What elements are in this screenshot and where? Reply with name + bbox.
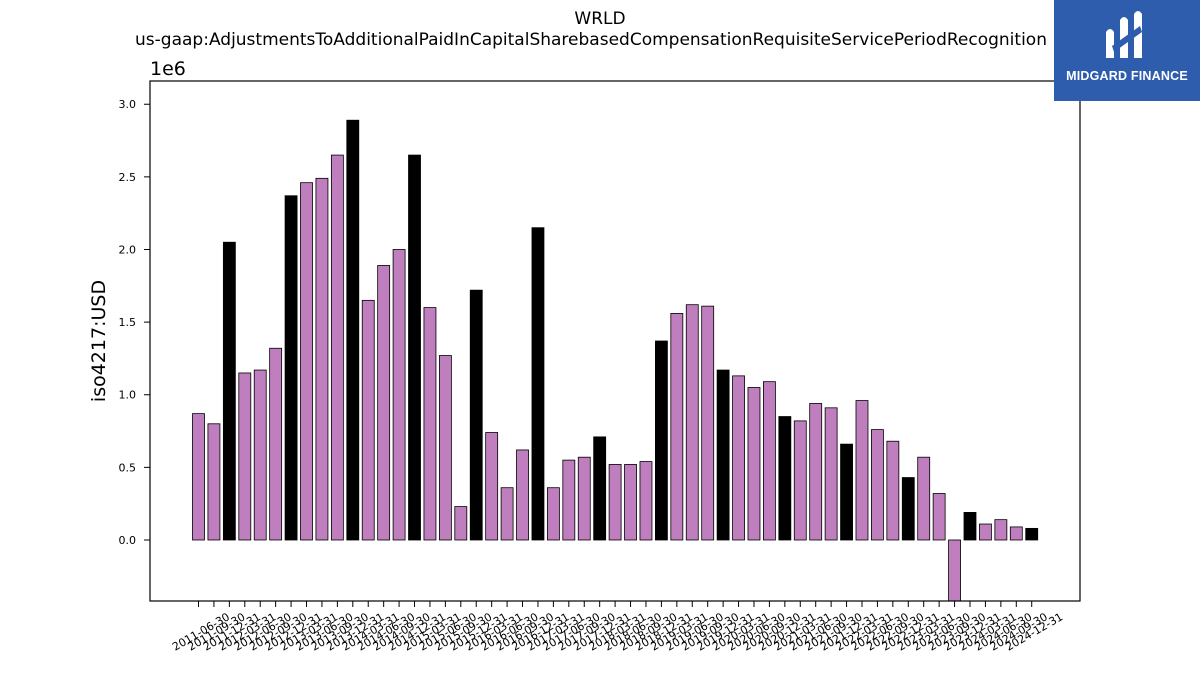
bar-2019-03-31 — [670, 312, 684, 541]
y-tick-label: 2.0 — [119, 243, 137, 256]
bar-2018-09-30 — [639, 461, 653, 541]
chart-title: WRLD — [574, 9, 626, 29]
bar-2013-06-30 — [315, 177, 329, 541]
y-tick-label: 2.5 — [119, 171, 137, 184]
bar-2015-09-30 — [454, 506, 468, 541]
bar-2017-03-31 — [546, 487, 560, 541]
y-tick-label: 3.0 — [119, 98, 137, 111]
y-tick-label: 1.5 — [119, 316, 137, 329]
bar-2020-09-30 — [763, 381, 776, 541]
bar-2012-12-31 — [284, 195, 298, 541]
y-axis-label: iso4217:USD — [88, 280, 110, 402]
bar-2014-06-30 — [377, 265, 391, 541]
logo-text: MIDGARD FINANCE — [1066, 69, 1188, 83]
brand-logo: MIDGARD FINANCE — [1054, 0, 1200, 101]
bar-2020-06-30 — [747, 387, 761, 541]
bar-2013-09-30 — [330, 154, 344, 541]
bar-2015-06-30 — [438, 355, 452, 541]
bar-2021-06-30 — [809, 403, 823, 541]
bar-2014-03-31 — [361, 299, 375, 541]
bar-2022-06-30 — [871, 429, 884, 541]
bar-2017-09-30 — [577, 456, 591, 541]
bar-2016-09-30 — [516, 449, 529, 541]
bars-group — [192, 119, 1039, 602]
bar-2015-03-31 — [423, 307, 437, 541]
bar-2021-03-31 — [793, 420, 807, 541]
bar-2018-03-31 — [608, 464, 622, 541]
bar-2019-12-31 — [716, 369, 730, 541]
bar-2014-12-31 — [408, 154, 421, 541]
bar-2012-06-30 — [253, 369, 267, 541]
chart-subtitle: us-gaap:AdjustmentsToAdditionalPaidInCap… — [135, 30, 1047, 50]
bar-2020-12-31 — [778, 416, 792, 541]
bar-2012-09-30 — [269, 347, 283, 541]
bar-2017-12-31 — [593, 436, 607, 541]
bar-2016-06-30 — [500, 487, 514, 541]
bar-2022-03-31 — [855, 400, 869, 541]
bar-2020-03-31 — [732, 375, 745, 541]
bar-2024-06-30 — [994, 519, 1008, 541]
bar-2023-03-31 — [917, 456, 931, 541]
bar-2019-06-30 — [685, 304, 699, 541]
bar-2023-09-30 — [948, 539, 961, 602]
bar-2023-12-31 — [963, 512, 977, 541]
bar-2021-09-30 — [824, 407, 838, 541]
bar-2015-12-31 — [469, 289, 483, 541]
bar-2024-12-31 — [1025, 527, 1039, 541]
bar-2011-06-30 — [192, 413, 205, 541]
bar-2022-09-30 — [886, 440, 900, 541]
bar-2022-12-31 — [901, 477, 915, 541]
bar-2018-06-30 — [624, 464, 637, 541]
y-tick-label: 0.0 — [119, 534, 137, 547]
bar-2012-03-31 — [238, 372, 252, 541]
bar-2011-09-30 — [207, 423, 221, 541]
bar-2016-03-31 — [485, 432, 499, 541]
bar-2021-12-31 — [840, 443, 853, 541]
bar-2024-03-31 — [979, 523, 992, 541]
bar-2019-09-30 — [701, 305, 715, 541]
bar-2011-12-31 — [222, 241, 236, 541]
bar-2016-12-31 — [531, 227, 545, 541]
y-axis: 0.0 0.5 1.0 1.5 2.0 2.5 3.0 — [119, 98, 150, 547]
bar-2013-12-31 — [346, 119, 360, 541]
bar-2023-06-30 — [932, 493, 946, 541]
y-tick-label: 1.0 — [119, 389, 137, 402]
bar-2017-06-30 — [562, 459, 576, 541]
bar-2018-12-31 — [655, 340, 668, 541]
y-axis-multiplier: 1e6 — [150, 58, 186, 80]
bar-2024-09-30 — [1009, 526, 1023, 541]
bar-2014-09-30 — [392, 249, 406, 541]
x-axis: 2011-06-302011-09-302011-12-312012-03-31… — [170, 601, 1065, 654]
y-tick-label: 0.5 — [119, 461, 137, 474]
bar-2013-03-31 — [300, 182, 313, 541]
logo-mark-icon — [1106, 11, 1142, 58]
